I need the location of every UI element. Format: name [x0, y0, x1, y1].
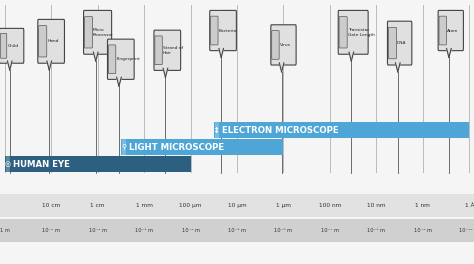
- FancyBboxPatch shape: [83, 10, 111, 54]
- FancyBboxPatch shape: [271, 25, 296, 65]
- Text: 10⁻⁶ m: 10⁻⁶ m: [274, 228, 292, 233]
- Text: Atom: Atom: [447, 29, 458, 32]
- Text: 1 mm: 1 mm: [136, 203, 153, 208]
- Text: 10⁻³ m: 10⁻³ m: [135, 228, 153, 233]
- FancyBboxPatch shape: [387, 21, 412, 65]
- Text: 10 nm: 10 nm: [367, 203, 386, 208]
- Text: Micro
Processor: Micro Processor: [93, 28, 114, 37]
- FancyBboxPatch shape: [84, 17, 92, 48]
- Text: 10 cm: 10 cm: [42, 203, 60, 208]
- Text: Bacteria: Bacteria: [219, 29, 237, 32]
- Text: 10⁻⁸ m: 10⁻⁸ m: [367, 228, 385, 233]
- Text: 10⁻¹ m: 10⁻¹ m: [42, 228, 60, 233]
- Text: Hand: Hand: [47, 39, 59, 43]
- FancyBboxPatch shape: [39, 26, 47, 57]
- FancyBboxPatch shape: [214, 122, 469, 138]
- FancyBboxPatch shape: [155, 36, 162, 65]
- Text: 1 m: 1 m: [0, 228, 9, 233]
- FancyBboxPatch shape: [0, 33, 7, 58]
- Text: 1 nm: 1 nm: [415, 203, 430, 208]
- FancyBboxPatch shape: [121, 139, 283, 155]
- Text: ELECTRON MICROSCOPE: ELECTRON MICROSCOPE: [222, 126, 339, 135]
- FancyBboxPatch shape: [438, 10, 464, 51]
- Text: 1 μm: 1 μm: [276, 203, 291, 208]
- Polygon shape: [47, 61, 52, 70]
- Text: 1 Å: 1 Å: [465, 203, 474, 208]
- Polygon shape: [279, 63, 284, 72]
- Polygon shape: [447, 49, 451, 58]
- Text: 1 cm: 1 cm: [91, 203, 105, 208]
- Text: 10⁻¹⁰ m: 10⁻¹⁰ m: [459, 228, 474, 233]
- FancyBboxPatch shape: [339, 17, 347, 48]
- Text: Child: Child: [7, 44, 18, 48]
- Text: ⚲: ⚲: [121, 144, 127, 150]
- FancyBboxPatch shape: [272, 31, 279, 59]
- Text: 10⁻² m: 10⁻² m: [89, 228, 107, 233]
- Text: ◎: ◎: [5, 161, 11, 167]
- Text: DNA: DNA: [397, 41, 407, 45]
- FancyBboxPatch shape: [0, 194, 474, 217]
- Text: 10⁻⁷ m: 10⁻⁷ m: [321, 228, 339, 233]
- FancyBboxPatch shape: [0, 219, 474, 242]
- Text: Virus: Virus: [280, 43, 291, 47]
- FancyBboxPatch shape: [109, 45, 116, 74]
- FancyBboxPatch shape: [38, 19, 64, 63]
- Text: 10⁻⁴ m: 10⁻⁴ m: [182, 228, 200, 233]
- Text: 100 nm: 100 nm: [319, 203, 341, 208]
- Polygon shape: [395, 63, 400, 72]
- Polygon shape: [219, 49, 224, 58]
- Polygon shape: [117, 77, 121, 86]
- FancyBboxPatch shape: [215, 122, 219, 138]
- Text: LIGHT MICROSCOPE: LIGHT MICROSCOPE: [129, 143, 225, 152]
- FancyBboxPatch shape: [154, 30, 181, 70]
- Polygon shape: [349, 52, 354, 61]
- Polygon shape: [93, 52, 98, 61]
- Text: ‡: ‡: [215, 127, 219, 133]
- FancyBboxPatch shape: [210, 10, 237, 51]
- FancyBboxPatch shape: [6, 156, 10, 172]
- Text: 10 μm: 10 μm: [228, 203, 246, 208]
- FancyBboxPatch shape: [338, 10, 368, 54]
- FancyBboxPatch shape: [388, 27, 396, 59]
- Text: 10⁻⁹ m: 10⁻⁹ m: [414, 228, 432, 233]
- Polygon shape: [163, 68, 168, 77]
- Text: HUMAN EYE: HUMAN EYE: [13, 160, 70, 169]
- FancyBboxPatch shape: [0, 28, 24, 63]
- Polygon shape: [8, 61, 12, 70]
- FancyBboxPatch shape: [108, 39, 134, 79]
- FancyBboxPatch shape: [5, 156, 191, 172]
- Text: 100 μm: 100 μm: [179, 203, 202, 208]
- FancyBboxPatch shape: [439, 16, 447, 45]
- Text: 10⁻⁵ m: 10⁻⁵ m: [228, 228, 246, 233]
- Text: Fingerprint: Fingerprint: [116, 57, 140, 61]
- Text: Transistor
Gate Length: Transistor Gate Length: [348, 28, 375, 37]
- FancyBboxPatch shape: [122, 139, 126, 155]
- FancyBboxPatch shape: [210, 16, 218, 45]
- Text: Strand of
Hair: Strand of Hair: [163, 46, 183, 55]
